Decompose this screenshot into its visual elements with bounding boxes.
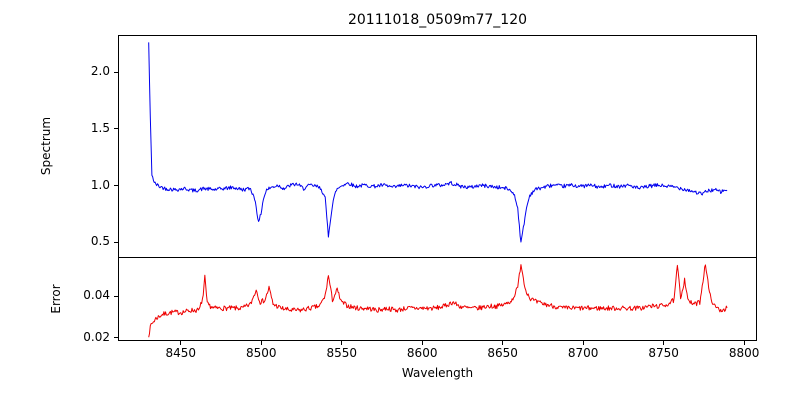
error-y-tick [114,337,118,339]
spectrum-y-tick [114,71,118,73]
chart-title: 20111018_0509m77_120 [347,12,528,28]
spectrum-plot-canvas [148,42,728,243]
spectrum-y-tick-label: 1.5 [90,120,110,135]
x-tick [260,341,262,345]
spectrum-plot-area [118,35,757,258]
spectrum-line [148,42,728,243]
error-line [148,264,728,338]
error-y-tick-label: 0.02 [83,329,110,344]
spectrum-y-tick-label: 1.0 [90,177,110,192]
spectrum-y-tick [114,185,118,187]
x-tick-label: 8750 [648,346,679,360]
x-tick [341,341,343,345]
x-tick-label: 8450 [165,346,197,360]
x-tick [663,341,665,345]
x-tick-label: 8650 [487,346,518,360]
x-tick [180,341,182,345]
spectrum-y-tick [114,241,118,243]
x-tick-label: 8600 [406,346,438,360]
error-y-tick [114,295,118,297]
x-tick [582,341,584,345]
x-tick-label: 8550 [326,346,357,360]
spectrum-y-tick-label: 0.5 [90,234,110,249]
x-tick [743,341,745,345]
spectrum-y-tick [114,128,118,130]
x-tick [421,341,423,345]
error-plot-canvas [148,264,728,338]
x-axis-label: Wavelength [401,366,474,380]
x-tick-label: 8700 [567,346,599,360]
x-tick-label: 8800 [728,346,760,360]
spectrum-y-axis-label: Spectrum [39,116,53,176]
x-tick [502,341,504,345]
spectrum-y-tick-label: 2.0 [90,64,110,79]
x-tick-label: 8500 [245,346,277,360]
error-y-tick-label: 0.04 [83,288,110,303]
error-plot-area [118,258,757,341]
